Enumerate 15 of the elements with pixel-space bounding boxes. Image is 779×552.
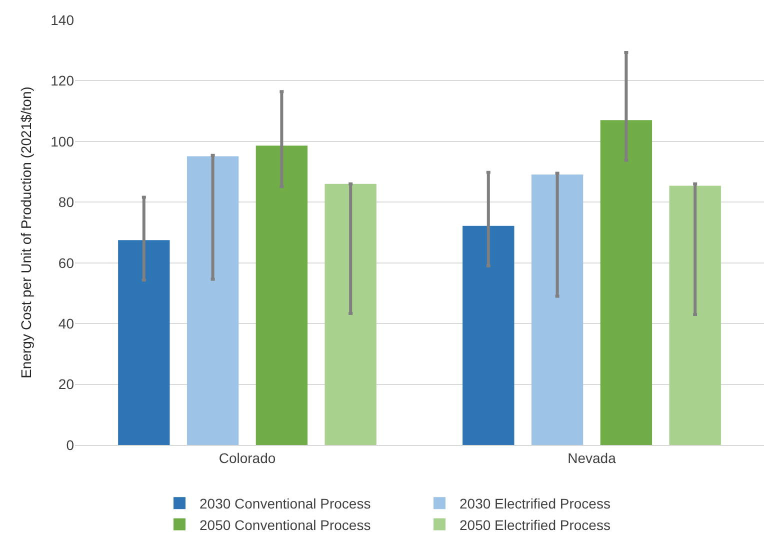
y-tick-label: 20 [58,376,74,392]
y-tick-label: 100 [50,133,74,150]
legend-label: 2030 Electrified Process [460,496,610,512]
legend-label: 2050 Conventional Process [200,516,371,533]
x-tick-label: Colorado [218,450,276,466]
x-tick-label: Nevada [568,450,616,466]
y-tick-label: 40 [58,315,74,332]
y-tick-label: 80 [58,194,74,210]
y-tick-label: 60 [58,254,74,271]
legend-label: 2050 Electrified Process [460,516,610,533]
y-axis-title: Energy Cost per Unit of Production (2021$/ton) [18,86,34,378]
y-tick-label: 0 [66,436,74,453]
y-tick-label: 120 [50,72,74,89]
y-tick-label: 140 [50,12,74,28]
legend-label: 2030 Conventional Process [200,496,371,512]
